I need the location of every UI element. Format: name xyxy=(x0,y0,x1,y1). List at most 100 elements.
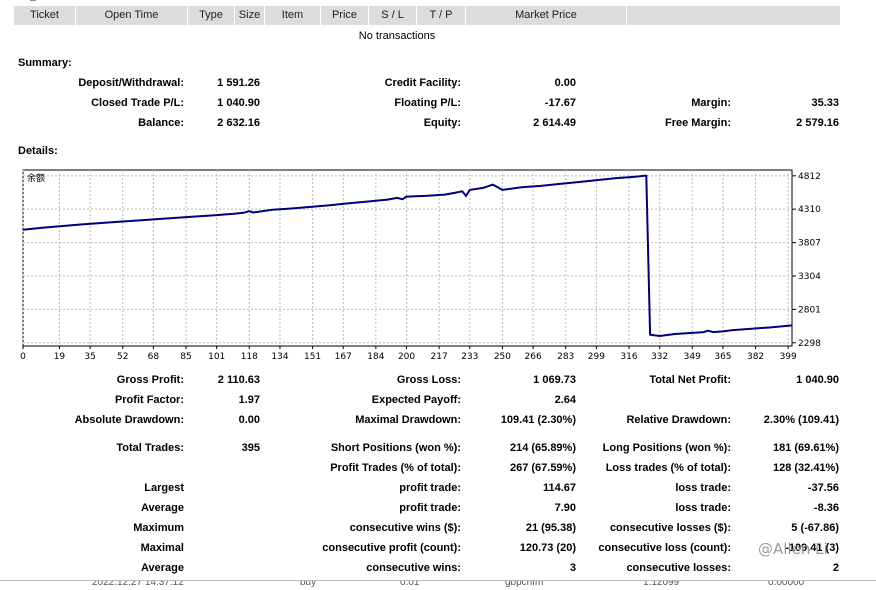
x-tick-label: 382 xyxy=(747,352,764,362)
average-loss-value: -8.36 xyxy=(813,502,839,514)
short-positions-label: Short Positions (won %): xyxy=(330,442,461,454)
average-loss-label: loss trade: xyxy=(675,502,731,514)
x-tick-label: 283 xyxy=(557,352,574,362)
x-tick-label: 299 xyxy=(588,352,605,362)
net-profit-label: Total Net Profit: xyxy=(649,374,731,386)
balance-line xyxy=(22,174,793,338)
max-drawdown-value: 109.41 (2.30%) xyxy=(500,414,576,426)
profit-trades-label: Profit Trades (% of total): xyxy=(330,462,461,474)
x-tick-label: 167 xyxy=(335,352,352,362)
abs-drawdown-value: 0.00 xyxy=(238,414,260,426)
col-open-time[interactable]: Open Time xyxy=(76,6,188,25)
x-tick-label: 184 xyxy=(367,352,384,362)
closed-pl-label: Closed Trade P/L: xyxy=(91,97,184,109)
y-tick-label: 4812 xyxy=(798,172,821,182)
profit-factor-label: Profit Factor: xyxy=(114,394,184,406)
x-tick-label: 200 xyxy=(398,352,415,362)
avg-cons-wins-value: 3 xyxy=(569,562,576,574)
gross-loss-label: Gross Loss: xyxy=(396,374,461,386)
col-type[interactable]: Type xyxy=(188,6,235,25)
x-tick-label: 52 xyxy=(117,352,128,362)
top-edge-mark xyxy=(30,0,36,4)
next-table-row-partial: 2022.12.27 14:37:12 buy 0.01 gbpchfm 1.1… xyxy=(0,580,876,590)
maximum-label: Maximum xyxy=(133,522,184,534)
transactions-header: Ticket Open Time Type Size Item Price S … xyxy=(14,6,840,25)
x-tick-label: 151 xyxy=(304,352,321,362)
largest-profit-value: 114.67 xyxy=(542,482,576,494)
y-tick-label: 2801 xyxy=(798,305,821,315)
total-trades-value: 395 xyxy=(241,442,260,454)
watermark: @Allen Li xyxy=(758,540,828,558)
margin-label: Margin: xyxy=(691,97,731,109)
gross-profit-value: 2 110.63 xyxy=(217,374,260,386)
rel-drawdown-value: 2.30% (109.41) xyxy=(763,414,839,426)
deposit-value: 1 591.26 xyxy=(217,77,260,89)
average-profit-label: profit trade: xyxy=(399,502,461,514)
x-tick-label: 233 xyxy=(461,352,478,362)
y-axis: 4812 4310 3807 3304 2801 2298 xyxy=(792,172,821,349)
long-positions-value: 181 (69.61%) xyxy=(772,442,839,454)
y-tick-label: 4310 xyxy=(798,205,821,215)
plot-area xyxy=(22,169,793,347)
margin-value: 35.33 xyxy=(811,97,839,109)
short-positions-value: 214 (65.89%) xyxy=(509,442,576,454)
x-tick-label: 118 xyxy=(241,352,258,362)
foot-cell-price: 1.12099 xyxy=(643,580,680,588)
maximal-profit-label: consecutive profit (count): xyxy=(322,542,461,554)
balance-label: Balance: xyxy=(138,117,184,129)
summary-title: Summary: xyxy=(18,57,72,69)
largest-label: Largest xyxy=(144,482,184,494)
gross-loss-value: 1 069.73 xyxy=(533,374,576,386)
rel-drawdown-label: Relative Drawdown: xyxy=(626,414,731,426)
col-size[interactable]: Size xyxy=(235,6,265,25)
details-title: Details: xyxy=(18,145,58,157)
foot-cell-size: 0.01 xyxy=(400,580,420,588)
maximal-profit-value: 120.73 (20) xyxy=(519,542,576,554)
deposit-label: Deposit/Withdrawal: xyxy=(78,77,184,89)
col-price[interactable]: Price xyxy=(321,6,369,25)
profit-factor-value: 1.97 xyxy=(238,394,260,406)
loss-trades-value: 128 (32.41%) xyxy=(772,462,839,474)
largest-loss-value: -37.56 xyxy=(807,482,839,494)
max-drawdown-label: Maximal Drawdown: xyxy=(355,414,461,426)
gridlines xyxy=(22,170,792,346)
maximal-loss-label: consecutive loss (count): xyxy=(598,542,731,554)
avg-cons-wins-label: consecutive wins: xyxy=(366,562,461,574)
max-cons-wins-value: 21 (95.38) xyxy=(525,522,576,534)
foot-cell-time: 2022.12.27 14:37:12 xyxy=(92,580,184,588)
expected-payoff-label: Expected Payoff: xyxy=(371,394,461,406)
foot-cell-item: gbpchfm xyxy=(505,580,544,588)
credit-label: Credit Facility: xyxy=(384,77,461,89)
floating-pl-value: -17.67 xyxy=(544,97,576,109)
y-tick-label: 3304 xyxy=(798,272,821,282)
header-filler xyxy=(627,6,840,25)
expected-payoff-value: 2.64 xyxy=(554,394,576,406)
x-tick-label: 349 xyxy=(684,352,701,362)
gross-profit-label: Gross Profit: xyxy=(116,374,184,386)
col-item[interactable]: Item xyxy=(265,6,321,25)
x-tick-label: 266 xyxy=(525,352,542,362)
credit-value: 0.00 xyxy=(554,77,576,89)
x-tick-label: 68 xyxy=(148,352,160,362)
x-tick-label: 365 xyxy=(714,352,731,362)
x-tick-label: 217 xyxy=(431,352,448,362)
col-market-price[interactable]: Market Price xyxy=(466,6,627,25)
loss-trades-label: Loss trades (% of total): xyxy=(605,462,731,474)
largest-loss-label: loss trade: xyxy=(675,482,731,494)
x-tick-label: 134 xyxy=(271,352,288,362)
col-sl[interactable]: S / L xyxy=(369,6,417,25)
equity-label: Equity: xyxy=(423,117,461,129)
long-positions-label: Long Positions (won %): xyxy=(602,442,731,454)
x-tick-label: 399 xyxy=(780,352,797,362)
x-tick-label: 35 xyxy=(84,352,95,362)
floating-pl-label: Floating P/L: xyxy=(394,97,461,109)
chart-title: 余额 xyxy=(27,172,45,184)
col-ticket[interactable]: Ticket xyxy=(14,6,76,25)
total-trades-label: Total Trades: xyxy=(116,442,184,454)
largest-profit-label: profit trade: xyxy=(399,482,461,494)
col-tp[interactable]: T / P xyxy=(417,6,466,25)
x-tick-label: 85 xyxy=(180,352,191,362)
x-tick-label: 19 xyxy=(54,352,66,362)
free-margin-value: 2 579.16 xyxy=(796,117,839,129)
avg-cons-losses-value: 2 xyxy=(832,562,839,574)
